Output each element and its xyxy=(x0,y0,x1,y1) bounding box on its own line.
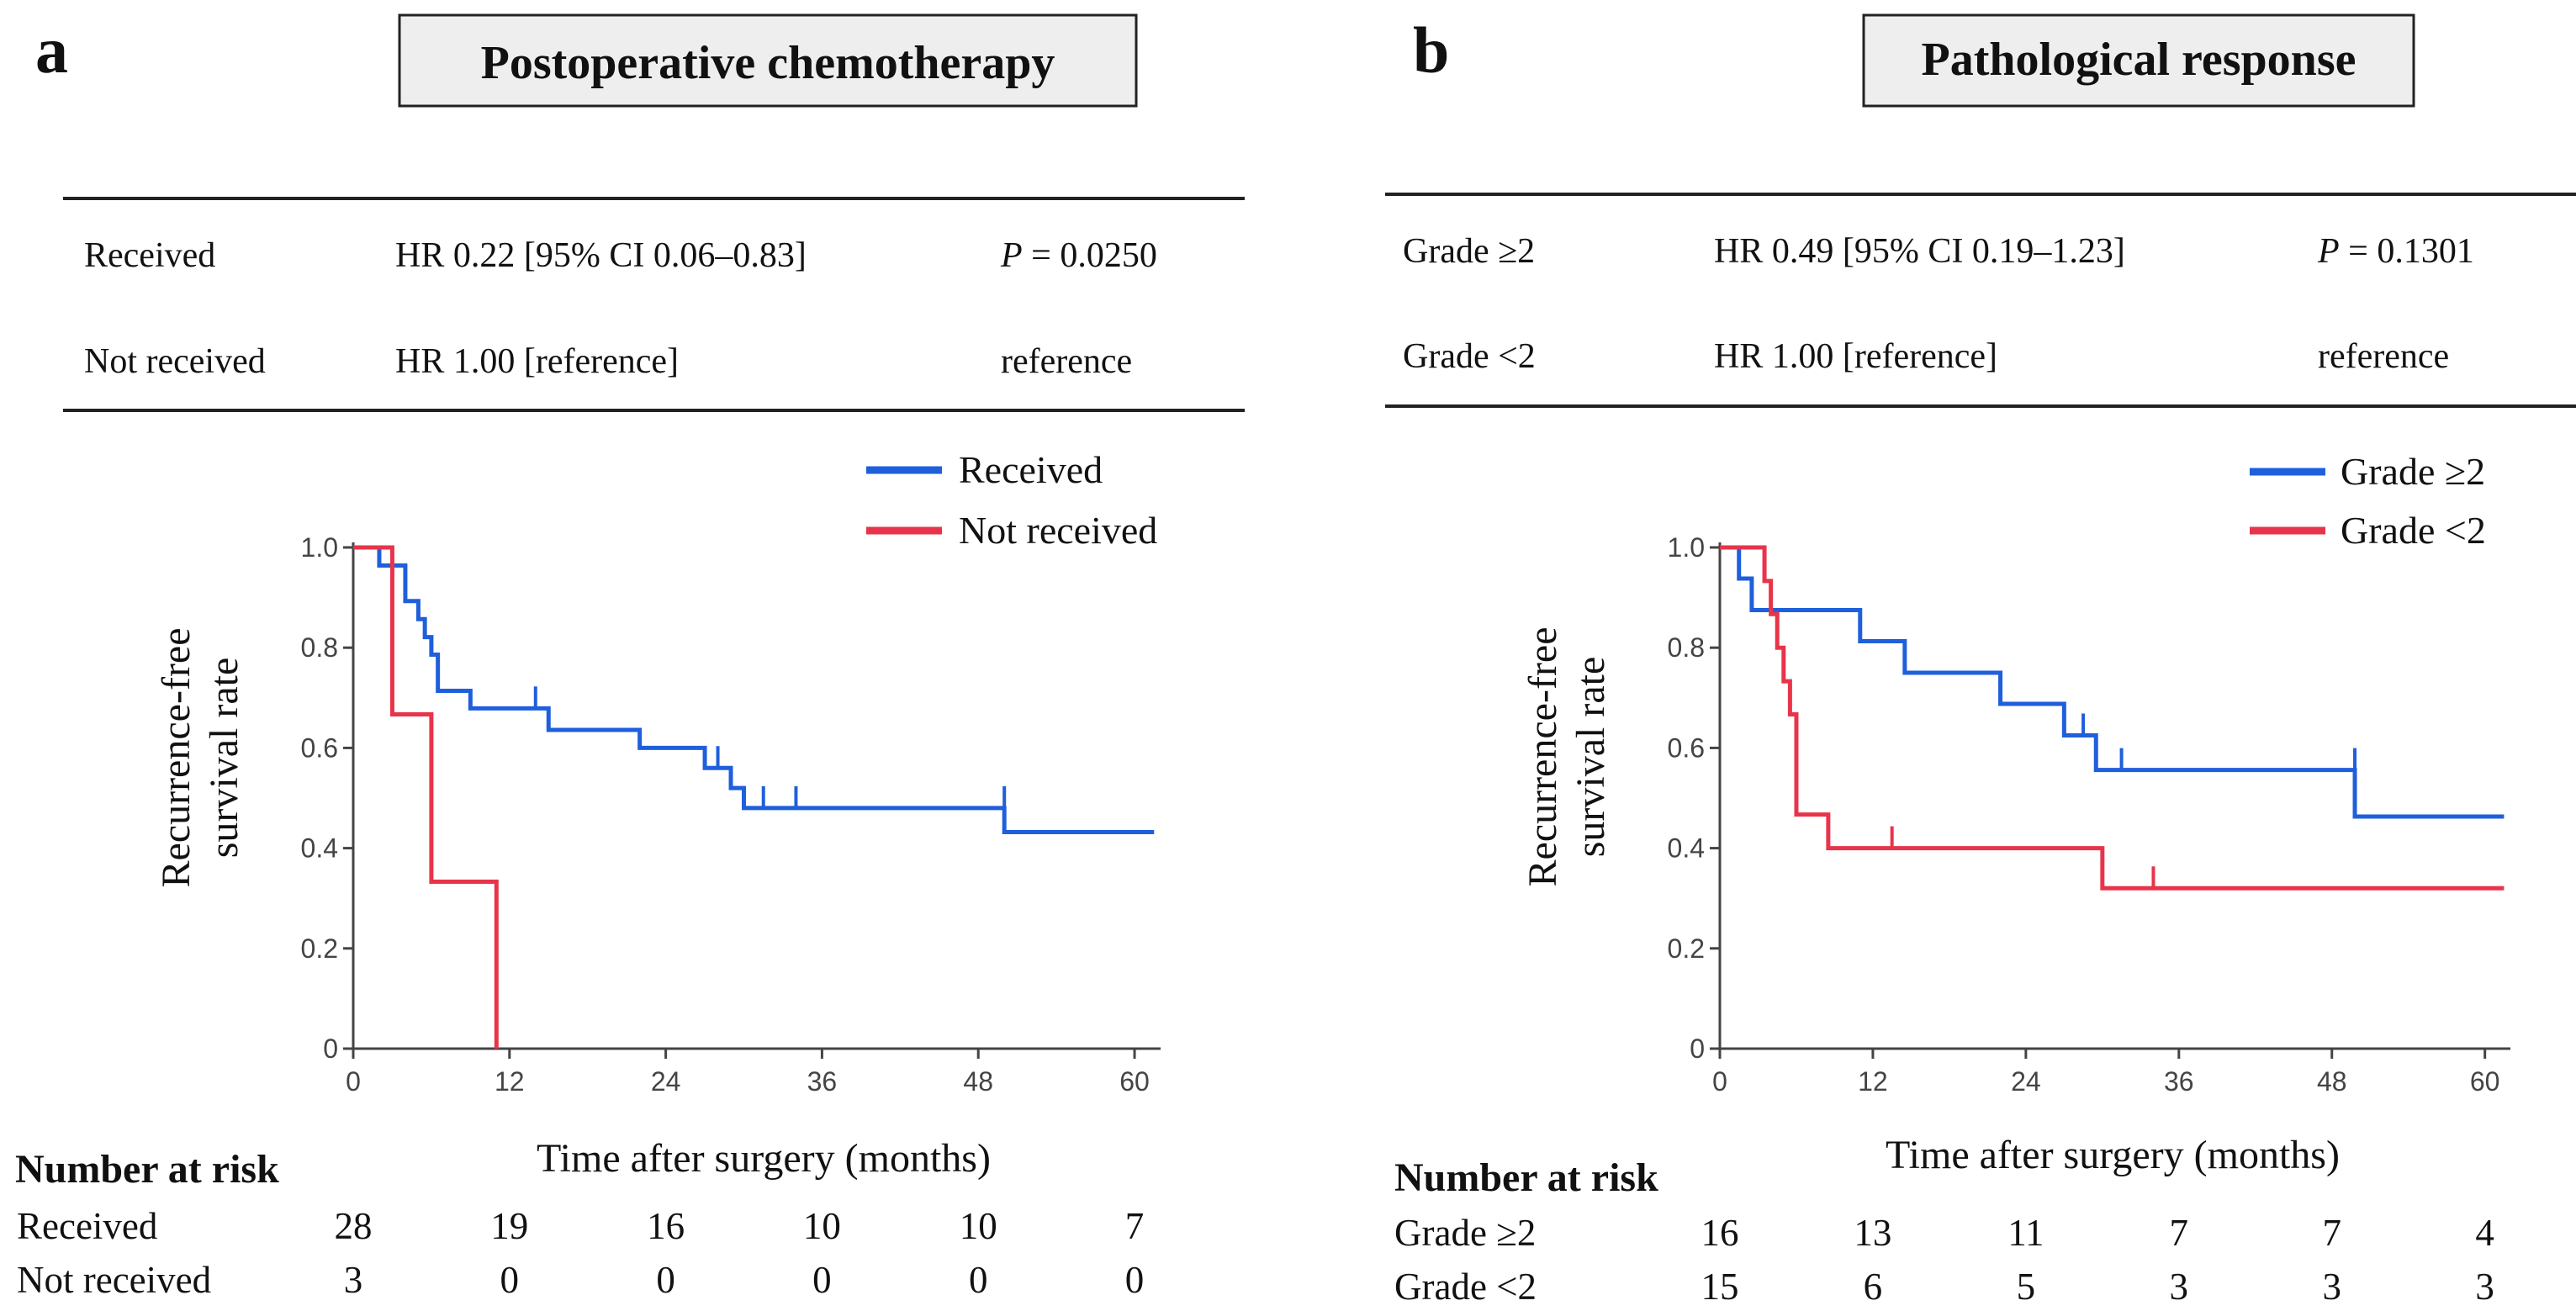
y-axis-title-a-line2: survival rate xyxy=(202,658,246,859)
hr-row-group-b-2: Grade <2 xyxy=(1403,337,1536,376)
risk-value: 6 xyxy=(1864,1266,1883,1308)
risk-value: 13 xyxy=(1854,1212,1891,1254)
y-tick-label: 0 xyxy=(323,1033,338,1064)
hr-row-hr-a-1: HR 0.22 [95% CI 0.06–0.83] xyxy=(395,236,807,275)
x-tick-label: 36 xyxy=(807,1066,838,1097)
risk-label-b-1: Grade ≥2 xyxy=(1394,1212,1536,1254)
risk-value: 0 xyxy=(1125,1259,1145,1301)
risk-values-a: 28 19 16 10 10 7 3 0 0 0 0 0 xyxy=(335,1205,1145,1301)
risk-value: 7 xyxy=(2170,1212,2189,1254)
km-curve-not-received xyxy=(353,545,499,1049)
risk-value: 10 xyxy=(960,1205,997,1247)
risk-label-a-1: Received xyxy=(17,1205,157,1247)
hr-row-ref-a-2: reference xyxy=(1001,342,1132,381)
panel-title-b: Pathological response xyxy=(1922,34,2356,86)
risk-value: 3 xyxy=(2170,1266,2189,1308)
risk-value: 3 xyxy=(2475,1266,2494,1308)
x-tick-label: 0 xyxy=(346,1066,361,1097)
x-tick-label: 12 xyxy=(495,1066,525,1097)
plot-b: 0 0.2 0.4 0.6 0.8 1.0 0 12 24 36 48 60 xyxy=(1668,532,2510,1097)
legend-label-not-received: Not received xyxy=(959,509,1157,552)
risk-value: 19 xyxy=(490,1205,528,1247)
risk-value: 0 xyxy=(656,1259,675,1301)
legend-label-grade-lt2: Grade <2 xyxy=(2341,509,2486,552)
legend-label-grade-ge2: Grade ≥2 xyxy=(2341,450,2485,493)
km-curve-grade-2 xyxy=(1720,545,2505,819)
title-box-a xyxy=(398,13,1138,108)
y-tick-label: 0.6 xyxy=(1668,732,1705,763)
y-axis-title-b-line1: Recurrence-free xyxy=(1521,626,1565,886)
hr-row-group-a-1: Received xyxy=(84,236,215,275)
risk-value: 10 xyxy=(803,1205,841,1247)
x-tick-label: 60 xyxy=(2470,1066,2500,1097)
risk-value: 4 xyxy=(2475,1212,2494,1254)
hr-row-p-a-1: P = 0.0250 xyxy=(1000,236,1157,275)
risk-value: 7 xyxy=(2322,1212,2341,1254)
legend-label-received: Received xyxy=(959,448,1103,491)
risk-value: 11 xyxy=(2007,1212,2044,1254)
x-axis-title-b: Time after surgery (months) xyxy=(1886,1133,2340,1177)
y-tick-label: 0.4 xyxy=(301,833,338,864)
risk-value: 16 xyxy=(647,1205,685,1247)
y-tick-label: 0.2 xyxy=(301,933,338,964)
x-axis-title-a: Time after surgery (months) xyxy=(537,1136,991,1181)
y-tick-label: 0.2 xyxy=(1668,933,1705,964)
title-box-b xyxy=(1862,13,2415,108)
risk-value: 3 xyxy=(2322,1266,2341,1308)
y-tick-label: 1.0 xyxy=(301,532,338,563)
panel-letter-a: a xyxy=(35,13,68,87)
risk-value: 28 xyxy=(335,1205,373,1247)
hr-row-p-b-1: P = 0.1301 xyxy=(2317,232,2474,271)
risk-value: 15 xyxy=(1701,1266,1739,1308)
panel-letter-b: b xyxy=(1413,13,1449,87)
x-tick-label: 48 xyxy=(963,1066,993,1097)
panel-b: b Pathological response Grade ≥2 HR 0.49… xyxy=(1385,13,2576,1308)
x-tick-label: 0 xyxy=(1712,1066,1727,1097)
risk-values-b: 16 13 11 7 7 4 15 6 5 3 3 3 xyxy=(1701,1212,2494,1308)
y-tick-label: 1.0 xyxy=(1668,532,1705,563)
y-tick-label: 0.4 xyxy=(1668,833,1705,864)
km-curve-received xyxy=(353,545,1155,835)
risk-label-b-2: Grade <2 xyxy=(1394,1266,1537,1308)
x-tick-label: 60 xyxy=(1119,1066,1150,1097)
x-tick-label: 36 xyxy=(2164,1066,2194,1097)
risk-value: 0 xyxy=(812,1259,832,1301)
hr-row-group-b-1: Grade ≥2 xyxy=(1403,232,1535,271)
x-tick-label: 48 xyxy=(2317,1066,2347,1097)
y-tick-label: 0.8 xyxy=(301,632,338,663)
risk-title-b: Number at risk xyxy=(1394,1155,1658,1200)
y-tick-label: 0.6 xyxy=(301,732,338,763)
y-tick-label: 0 xyxy=(1690,1033,1705,1064)
y-axis-title-b-line2: survival rate xyxy=(1568,657,1613,858)
x-tick-label: 24 xyxy=(2011,1066,2041,1097)
hr-row-hr-b-2: HR 1.00 [reference] xyxy=(1714,337,1997,376)
p-value-a: = 0.0250 xyxy=(1031,236,1157,275)
hr-row-ref-b-2: reference xyxy=(2318,337,2449,376)
risk-value: 5 xyxy=(2017,1266,2036,1308)
panel-title-a: Postoperative chemotherapy xyxy=(481,37,1055,89)
risk-value: 0 xyxy=(500,1259,520,1301)
hr-row-group-a-2: Not received xyxy=(84,342,266,381)
y-axis-title-a-line1: Recurrence-free xyxy=(154,627,198,887)
risk-value: 7 xyxy=(1125,1205,1145,1247)
p-label-b: P xyxy=(2317,232,2340,271)
y-tick-label: 0.8 xyxy=(1668,632,1705,663)
risk-value: 16 xyxy=(1701,1212,1739,1254)
risk-label-a-2: Not received xyxy=(17,1259,211,1301)
hr-row-hr-a-2: HR 1.00 [reference] xyxy=(395,342,679,381)
panel-a: a Postoperative chemotherapy Received HR… xyxy=(15,13,1245,1301)
p-value-b: = 0.1301 xyxy=(2348,232,2474,271)
hr-row-hr-b-1: HR 0.49 [95% CI 0.19–1.23] xyxy=(1714,232,2125,271)
risk-value: 3 xyxy=(344,1259,363,1301)
x-tick-label: 24 xyxy=(651,1066,681,1097)
risk-title-a: Number at risk xyxy=(15,1147,279,1192)
km-curve-grade-2 xyxy=(1720,545,2505,891)
risk-value: 0 xyxy=(969,1259,988,1301)
p-label-a: P xyxy=(1000,236,1023,275)
plot-a: 0 0.2 0.4 0.6 0.8 1.0 0 12 24 36 48 60 xyxy=(301,532,1161,1097)
x-tick-label: 12 xyxy=(1858,1066,1888,1097)
